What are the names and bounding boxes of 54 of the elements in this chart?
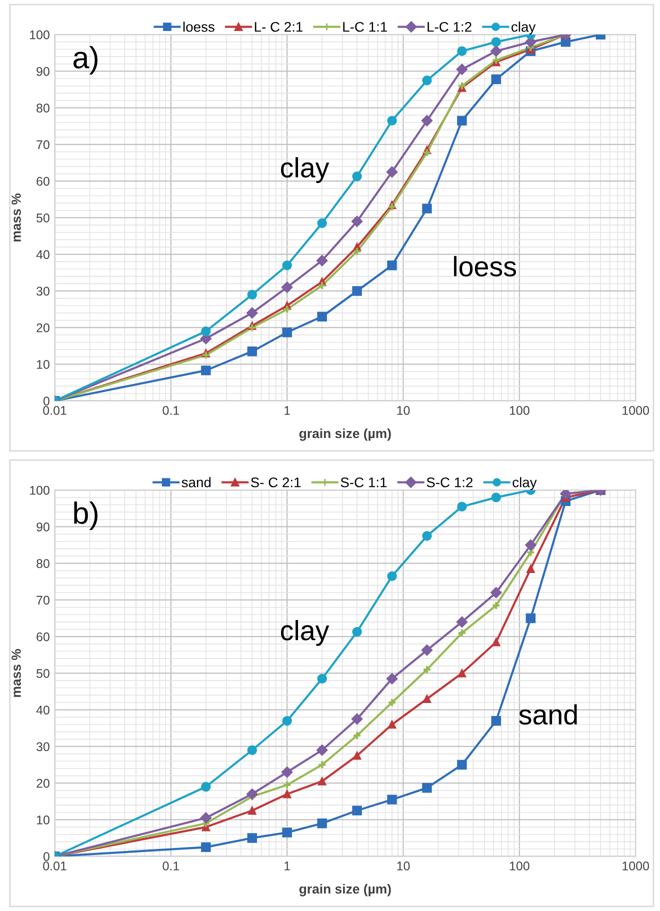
y-tick-label: 100: [30, 30, 50, 40]
x-tick-label: 1: [284, 406, 290, 415]
y-axis-title: mass %: [12, 194, 21, 242]
y-tick-label: 80: [36, 559, 50, 568]
y-tick-label: 20: [36, 778, 50, 788]
chart-title: a): [74, 46, 98, 74]
y-tick-label: 50: [36, 214, 50, 222]
x-tick-label: 10: [397, 406, 410, 415]
y-tick-label: 20: [36, 323, 50, 332]
y-tick-label: 90: [36, 522, 50, 532]
x-tick-label: 0.01: [43, 406, 66, 415]
annotation: loess: [454, 256, 516, 276]
y-tick-label: 40: [36, 706, 50, 715]
y-tick-label: 80: [36, 104, 50, 113]
x-tick-label: 10: [397, 862, 410, 870]
y-tick-label: 40: [36, 250, 50, 260]
y-tick-label: 90: [36, 67, 50, 76]
legend-label: S-C 1:2: [426, 477, 473, 488]
y-tick-label: 50: [36, 669, 50, 678]
legend-label: L- C 2:1: [254, 22, 303, 32]
x-tick-label: 100: [510, 862, 530, 870]
chart-title: b): [74, 502, 98, 530]
y-tick-label: 60: [36, 632, 50, 642]
y-tick-label: 10: [36, 360, 50, 369]
legend-label: sand: [182, 477, 211, 488]
y-tick-label: 0: [43, 396, 50, 406]
y-axis-title: mass %: [12, 649, 21, 697]
annotation: clay: [281, 157, 330, 184]
legend-label: loess: [183, 22, 214, 32]
x-tick-label: 1000: [622, 406, 649, 415]
y-tick-label: 30: [36, 286, 50, 296]
x-axis-title: grain size (µm): [299, 428, 391, 441]
x-tick-label: 0.01: [43, 862, 66, 870]
annotation: sand: [519, 704, 577, 725]
y-tick-label: 0: [43, 852, 50, 861]
y-tick-label: 70: [36, 140, 50, 150]
legend-label: S- C 2:1: [250, 477, 301, 488]
legend-label: clay: [512, 22, 536, 35]
legend-label: L-C 1:1: [343, 22, 387, 32]
y-tick-label: 60: [36, 176, 50, 186]
annotation: clay: [281, 620, 330, 646]
y-tick-label: 100: [30, 486, 50, 495]
y-tick-label: 30: [36, 742, 50, 752]
legend-label: L-C 1:2: [428, 22, 472, 32]
y-tick-label: 70: [36, 596, 50, 605]
x-tick-label: 1000: [622, 862, 649, 870]
x-tick-label: 0.1: [162, 406, 180, 415]
x-tick-label: 1: [284, 862, 290, 870]
x-tick-label: 100: [510, 406, 530, 415]
y-tick-label: 10: [36, 816, 50, 824]
x-tick-label: 0.1: [162, 862, 180, 870]
x-axis-title: grain size (µm): [299, 884, 391, 896]
legend-label: clay: [512, 477, 537, 490]
legend-label: S-C 1:1: [340, 477, 387, 488]
